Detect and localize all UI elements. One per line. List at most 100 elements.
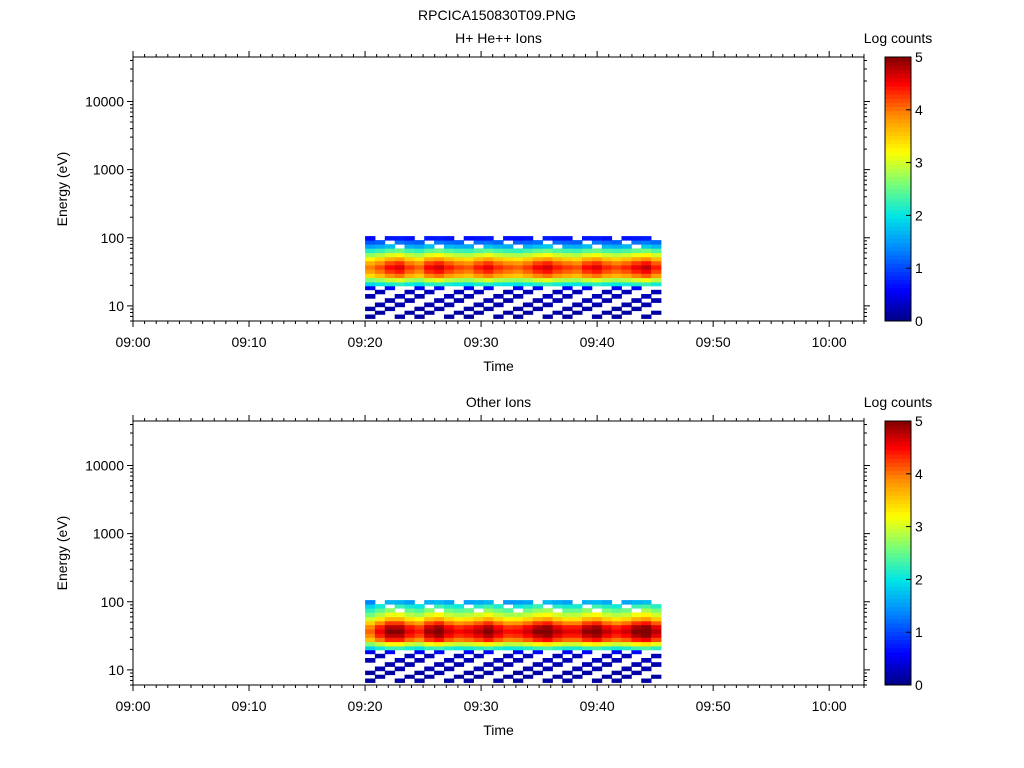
heatmap-cell [483, 282, 494, 287]
colorbar-swatch [885, 421, 911, 426]
heatmap-cell [384, 633, 396, 638]
heatmap-cell [473, 624, 484, 630]
heatmap-cell [394, 624, 405, 630]
heatmap-cell [365, 273, 376, 279]
heatmap-cell [611, 629, 622, 634]
heatmap-cell [582, 620, 593, 626]
colorbar-swatch [885, 499, 911, 505]
heatmap-cell [621, 244, 632, 249]
heatmap-cell [444, 282, 455, 287]
colorbar-swatch [885, 77, 911, 83]
heatmap-cell [384, 236, 396, 241]
heatmap-cell [522, 277, 534, 283]
heatmap-cell [483, 265, 494, 270]
colorbar-tick-label: 4 [915, 102, 923, 118]
heatmap-cell [542, 248, 553, 254]
heatmap-cell [651, 252, 662, 258]
heatmap-cell [641, 252, 652, 258]
heatmap-cell [651, 289, 662, 295]
heatmap-cell [562, 641, 573, 647]
heatmap-cell [444, 248, 455, 254]
heatmap-cell [591, 282, 603, 287]
heatmap-cell [414, 616, 425, 622]
colorbar-swatch [885, 602, 911, 608]
heatmap-cell [414, 646, 425, 651]
heatmap-cell [473, 265, 484, 270]
colorbar-tick-label: 4 [915, 466, 923, 482]
heatmap-cell [542, 273, 553, 279]
heatmap-cell [532, 633, 543, 638]
colorbar-tick-label: 5 [915, 413, 923, 429]
heatmap-cell [463, 269, 474, 274]
heatmap-cell [611, 265, 622, 270]
heatmap-cell [572, 269, 583, 274]
heatmap-cell [621, 273, 632, 279]
colorbar-swatch [885, 466, 911, 472]
heatmap-cell [453, 620, 465, 626]
heatmap-cell [532, 604, 543, 609]
heatmap-cell [651, 282, 662, 287]
colorbar-swatch [885, 180, 911, 186]
panel-other-ions: 09:00 09:10 09:20 09:30 09:40 09:50 10:0010100… [54, 394, 932, 738]
heatmap-cell [404, 600, 415, 605]
colorbar-swatch [885, 619, 911, 624]
colorbar-swatch [885, 279, 911, 285]
heatmap-cell [631, 277, 642, 283]
heatmap-cell [513, 306, 524, 312]
heatmap-cell [444, 633, 455, 638]
heatmap-cell [414, 629, 425, 634]
colorbar-swatch [885, 643, 911, 649]
heatmap-cell [542, 236, 553, 241]
heatmap-cell [414, 294, 425, 299]
heatmap-cell [483, 240, 494, 245]
heatmap-cell [532, 260, 543, 266]
x-axis-label: Time [483, 722, 514, 738]
heatmap-cell [532, 269, 543, 274]
heatmap-cell [463, 616, 474, 622]
heatmap-cell [404, 240, 415, 245]
heatmap-cell [493, 248, 504, 254]
heatmap-cell [562, 658, 573, 663]
colorbar-swatch [885, 524, 911, 529]
heatmap-cell [374, 302, 386, 308]
heatmap-cell [453, 252, 465, 258]
heatmap-cell [493, 282, 504, 287]
heatmap-cell [532, 608, 543, 613]
heatmap-cell [611, 658, 622, 663]
heatmap-cell [503, 641, 514, 647]
heatmap-cell [641, 658, 652, 663]
heatmap-cell [552, 265, 563, 270]
heatmap-cell [582, 306, 593, 312]
heatmap-cell [463, 608, 474, 613]
heatmap-cell [562, 616, 573, 622]
heatmap-cell [611, 252, 622, 258]
colorbar-swatch [885, 631, 911, 637]
heatmap-cell [365, 314, 376, 319]
heatmap-cell [473, 616, 484, 622]
heatmap-cell [513, 624, 524, 630]
colorbar-swatch [885, 118, 911, 124]
heatmap-cell [404, 252, 415, 258]
heatmap-cell [463, 314, 474, 319]
heatmap-cell [572, 646, 583, 651]
heatmap-cell [631, 641, 642, 647]
heatmap-cell [641, 600, 652, 605]
heatmap-cell [651, 637, 662, 643]
heatmap-cell [374, 608, 386, 613]
heatmap-cell [591, 637, 603, 643]
heatmap-cell [601, 244, 613, 249]
heatmap-cell [414, 612, 425, 618]
heatmap-cell [641, 666, 652, 672]
heatmap-cell [483, 600, 494, 605]
heatmap-cell [473, 666, 484, 672]
heatmap-cell [365, 600, 376, 605]
heatmap-cell [374, 616, 386, 622]
heatmap-cell [444, 678, 455, 683]
colorbar-swatch [885, 102, 911, 108]
heatmap-cell [453, 646, 465, 651]
heatmap-cell [601, 633, 613, 638]
colorbar-swatch [885, 437, 911, 443]
heatmap-cell [473, 637, 484, 643]
heatmap-cell [453, 256, 465, 262]
heatmap-cells [365, 236, 662, 319]
